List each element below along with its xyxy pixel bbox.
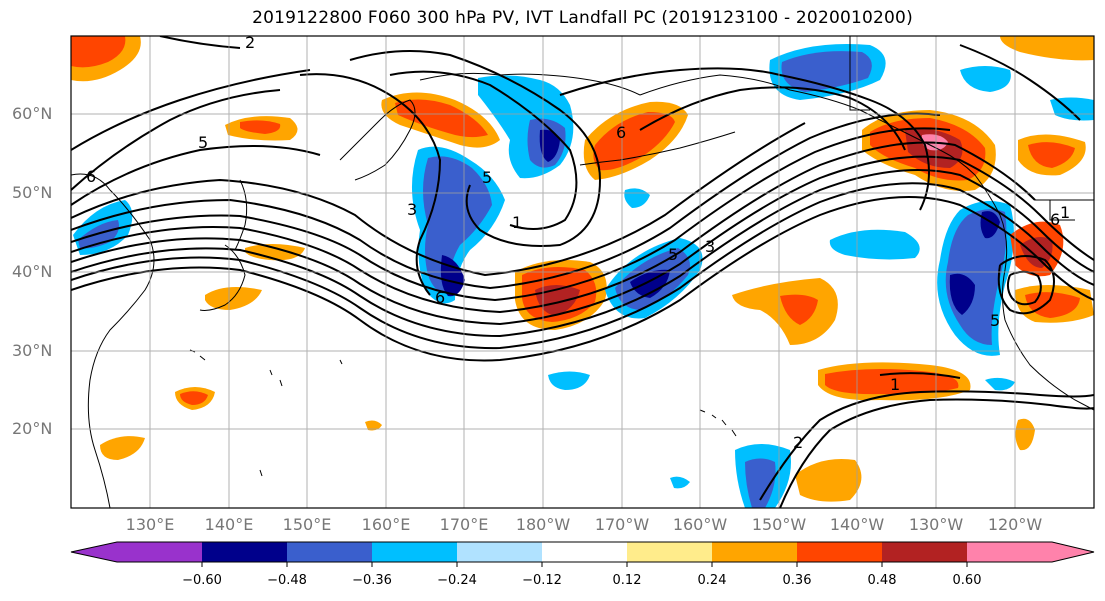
contour-label: 1 <box>512 213 522 232</box>
contour-label: 3 <box>407 200 417 219</box>
contour-label: 5 <box>668 245 678 264</box>
ivt-anomaly-negative-west-coast <box>937 201 1014 356</box>
ivt-anomaly-negative-central-trough <box>411 146 505 304</box>
colorbar-tick-label: 0.24 <box>697 573 727 588</box>
ivt-anomaly-positive-nw <box>71 36 141 82</box>
colorbar-tick-label: 0.36 <box>782 573 812 588</box>
contour-label: 5 <box>482 168 492 187</box>
map-title: 2019122800 F060 300 hPa PV, IVT Landfall… <box>252 8 913 28</box>
colorbar-bin <box>287 542 372 562</box>
colorbar-bin <box>542 542 627 562</box>
ivt-patch-lightblue-155w <box>829 229 920 260</box>
coastlines <box>71 36 1094 508</box>
colorbar-bin <box>967 542 1052 562</box>
ivt-patch-s8 <box>985 377 1015 391</box>
ivt-patch-1-core <box>240 120 281 134</box>
contour-label: 2 <box>245 33 255 52</box>
ivt-anomaly-negative-bering <box>478 75 574 179</box>
colorbar-bin <box>797 542 882 562</box>
colorbar-tick-label: −0.12 <box>522 573 562 588</box>
contour-label: 1 <box>1060 203 1070 222</box>
contour-label: 6 <box>616 123 626 142</box>
lon-label: 160°W <box>672 515 728 534</box>
ivt-patch-s2-core <box>745 458 776 508</box>
colorbar-tick-label: 0.48 <box>867 573 897 588</box>
lon-label: 140°W <box>829 515 885 534</box>
lon-label: 170°W <box>594 515 650 534</box>
colorbar-tick-label: 0.12 <box>612 573 642 588</box>
contour-labels: 2 5 6 6 5 3 1 6 5 3 1 2 6 5 1 <box>86 33 1070 452</box>
ivt-patch-s4-core <box>180 391 208 405</box>
ivt-anomaly-positive-gulf-west <box>583 101 688 180</box>
colorbar-tick-label: −0.36 <box>352 573 392 588</box>
lat-label-60n: 60°N <box>12 104 53 123</box>
colorbar-bin <box>627 542 712 562</box>
lon-label: 150°W <box>751 515 807 534</box>
ivt-anomaly-positive-145w <box>732 278 838 345</box>
colorbar-extend-high <box>1052 542 1094 562</box>
lat-label-30n: 30°N <box>12 341 53 360</box>
lon-label: 130°W <box>908 515 964 534</box>
pv-contours <box>71 36 1094 508</box>
colorbar-tick-label: −0.24 <box>437 573 477 588</box>
colorbar-bin <box>457 542 542 562</box>
colorbar-bin <box>117 542 202 562</box>
contour-label: 6 <box>435 288 445 307</box>
ivt-patch-s1 <box>795 459 862 502</box>
lon-label: 180°W <box>515 515 571 534</box>
lon-label: 170°E <box>439 515 489 534</box>
colorbar-tick-label: −0.48 <box>267 573 307 588</box>
ivt-patch-e2 <box>960 66 1011 92</box>
colorbar-bin <box>372 542 457 562</box>
contour-label: 5 <box>990 311 1000 330</box>
lat-label-40n: 40°N <box>12 262 53 281</box>
contour-label: 1 <box>890 375 900 394</box>
lat-label-20n: 20°N <box>12 419 53 438</box>
contour-label: 3 <box>705 237 715 256</box>
ivt-patch-2 <box>245 244 305 261</box>
contour-label: 5 <box>198 133 208 152</box>
ivt-patch-s7 <box>1015 418 1035 451</box>
ivt-patch-s3 <box>548 371 590 390</box>
ivt-patch-s6 <box>365 420 382 431</box>
ivt-patch-s9 <box>670 476 690 489</box>
lon-label: 130°E <box>125 515 175 534</box>
colorbar <box>70 541 1095 567</box>
ivt-patch-ne <box>1000 36 1094 61</box>
graticule <box>71 36 1094 508</box>
lon-label: 150°E <box>282 515 332 534</box>
contour-label: 6 <box>86 167 96 186</box>
colorbar-bin <box>712 542 797 562</box>
contour-label: 2 <box>793 433 803 452</box>
colorbar-tick-label: 0.60 <box>952 573 982 588</box>
ivt-patch-e1-core <box>1028 142 1075 168</box>
colorbar-outline <box>70 541 1095 563</box>
lat-label-50n: 50°N <box>12 183 53 202</box>
ivt-anomaly-positive-okhotsk <box>381 92 500 148</box>
lon-label: 120°W <box>987 515 1043 534</box>
contour-label: 6 <box>1050 210 1060 229</box>
ivt-patch-3 <box>205 286 262 310</box>
map-content: 2 5 6 6 5 3 1 6 5 3 1 2 6 5 1 <box>71 33 1094 508</box>
lon-label: 140°E <box>204 515 254 534</box>
lon-label: 160°E <box>361 515 411 534</box>
colorbar-bin <box>882 542 967 562</box>
colorbar-tick-label: −0.60 <box>182 573 222 588</box>
colorbar-bin <box>202 542 287 562</box>
colorbar-extend-low <box>71 542 117 562</box>
map-frame <box>70 35 1095 509</box>
ivt-patch-s5 <box>100 436 145 460</box>
